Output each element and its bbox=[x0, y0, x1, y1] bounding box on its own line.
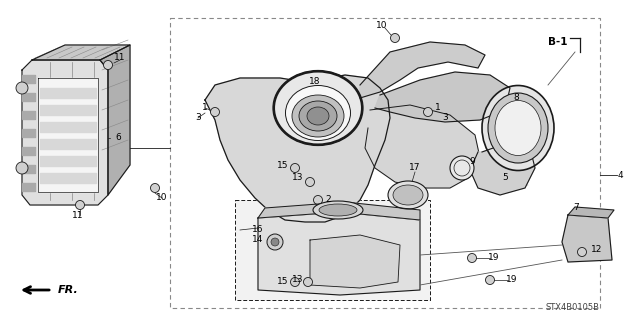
Ellipse shape bbox=[292, 95, 344, 137]
Text: FR.: FR. bbox=[58, 285, 79, 295]
Text: STX4B0105B: STX4B0105B bbox=[545, 303, 599, 313]
Ellipse shape bbox=[319, 204, 357, 216]
Circle shape bbox=[467, 254, 477, 263]
Circle shape bbox=[577, 248, 586, 256]
Polygon shape bbox=[100, 45, 130, 195]
Polygon shape bbox=[22, 165, 35, 173]
Polygon shape bbox=[32, 45, 130, 60]
Text: 1: 1 bbox=[435, 103, 441, 113]
Ellipse shape bbox=[307, 107, 329, 125]
Text: 3: 3 bbox=[442, 114, 448, 122]
Circle shape bbox=[486, 276, 495, 285]
Polygon shape bbox=[38, 78, 98, 192]
Text: 3: 3 bbox=[195, 114, 201, 122]
Text: 8: 8 bbox=[513, 93, 519, 102]
Text: 2: 2 bbox=[325, 196, 331, 204]
Text: 7: 7 bbox=[573, 204, 579, 212]
Circle shape bbox=[303, 278, 312, 286]
Text: 4: 4 bbox=[617, 170, 623, 180]
Polygon shape bbox=[40, 156, 96, 166]
Polygon shape bbox=[258, 212, 420, 295]
Circle shape bbox=[291, 164, 300, 173]
Polygon shape bbox=[258, 202, 420, 220]
Text: 14: 14 bbox=[252, 235, 264, 244]
Ellipse shape bbox=[273, 70, 363, 145]
Text: 15: 15 bbox=[277, 160, 289, 169]
Text: 19: 19 bbox=[488, 254, 500, 263]
Polygon shape bbox=[40, 122, 96, 132]
Text: 11: 11 bbox=[72, 211, 84, 219]
Text: 1: 1 bbox=[202, 103, 208, 113]
Ellipse shape bbox=[393, 185, 423, 205]
Polygon shape bbox=[568, 207, 614, 218]
Circle shape bbox=[314, 196, 323, 204]
Text: 13: 13 bbox=[292, 276, 304, 285]
Text: 10: 10 bbox=[376, 20, 388, 29]
Text: 11: 11 bbox=[115, 54, 125, 63]
Circle shape bbox=[424, 108, 433, 116]
Text: 15: 15 bbox=[277, 278, 289, 286]
Polygon shape bbox=[22, 129, 35, 137]
Polygon shape bbox=[22, 147, 35, 155]
Polygon shape bbox=[562, 215, 612, 262]
Ellipse shape bbox=[299, 101, 337, 131]
Polygon shape bbox=[40, 88, 96, 98]
Text: 16: 16 bbox=[252, 226, 264, 234]
Circle shape bbox=[211, 108, 220, 116]
Circle shape bbox=[76, 201, 84, 210]
Circle shape bbox=[16, 82, 28, 94]
Polygon shape bbox=[40, 139, 96, 149]
Circle shape bbox=[104, 61, 113, 70]
Polygon shape bbox=[22, 183, 35, 191]
Polygon shape bbox=[375, 72, 510, 122]
Text: 19: 19 bbox=[506, 276, 518, 285]
Polygon shape bbox=[205, 75, 390, 222]
Polygon shape bbox=[365, 105, 480, 188]
Circle shape bbox=[305, 177, 314, 187]
Polygon shape bbox=[470, 142, 535, 195]
Polygon shape bbox=[310, 235, 400, 288]
Text: B-1: B-1 bbox=[548, 37, 568, 47]
Text: 9: 9 bbox=[469, 158, 475, 167]
Bar bbox=[170, 18, 600, 308]
Circle shape bbox=[267, 234, 283, 250]
Circle shape bbox=[271, 238, 279, 246]
Circle shape bbox=[291, 278, 300, 286]
Bar bbox=[235, 200, 430, 300]
Text: 12: 12 bbox=[591, 246, 603, 255]
Polygon shape bbox=[360, 42, 485, 98]
Polygon shape bbox=[22, 75, 35, 83]
Ellipse shape bbox=[495, 100, 541, 155]
Text: 17: 17 bbox=[409, 164, 420, 173]
Ellipse shape bbox=[388, 181, 428, 209]
Text: 6: 6 bbox=[115, 133, 121, 143]
Polygon shape bbox=[40, 173, 96, 183]
Circle shape bbox=[150, 183, 159, 192]
Text: 13: 13 bbox=[292, 174, 304, 182]
Text: 18: 18 bbox=[309, 78, 321, 86]
Circle shape bbox=[390, 33, 399, 42]
Ellipse shape bbox=[482, 85, 554, 170]
Polygon shape bbox=[22, 60, 108, 205]
Text: 5: 5 bbox=[502, 174, 508, 182]
Circle shape bbox=[450, 156, 474, 180]
Polygon shape bbox=[22, 93, 35, 101]
Circle shape bbox=[16, 162, 28, 174]
Ellipse shape bbox=[488, 93, 548, 163]
Ellipse shape bbox=[313, 201, 363, 219]
Polygon shape bbox=[40, 105, 96, 115]
Polygon shape bbox=[22, 111, 35, 119]
Ellipse shape bbox=[285, 85, 351, 140]
Text: 10: 10 bbox=[156, 194, 168, 203]
